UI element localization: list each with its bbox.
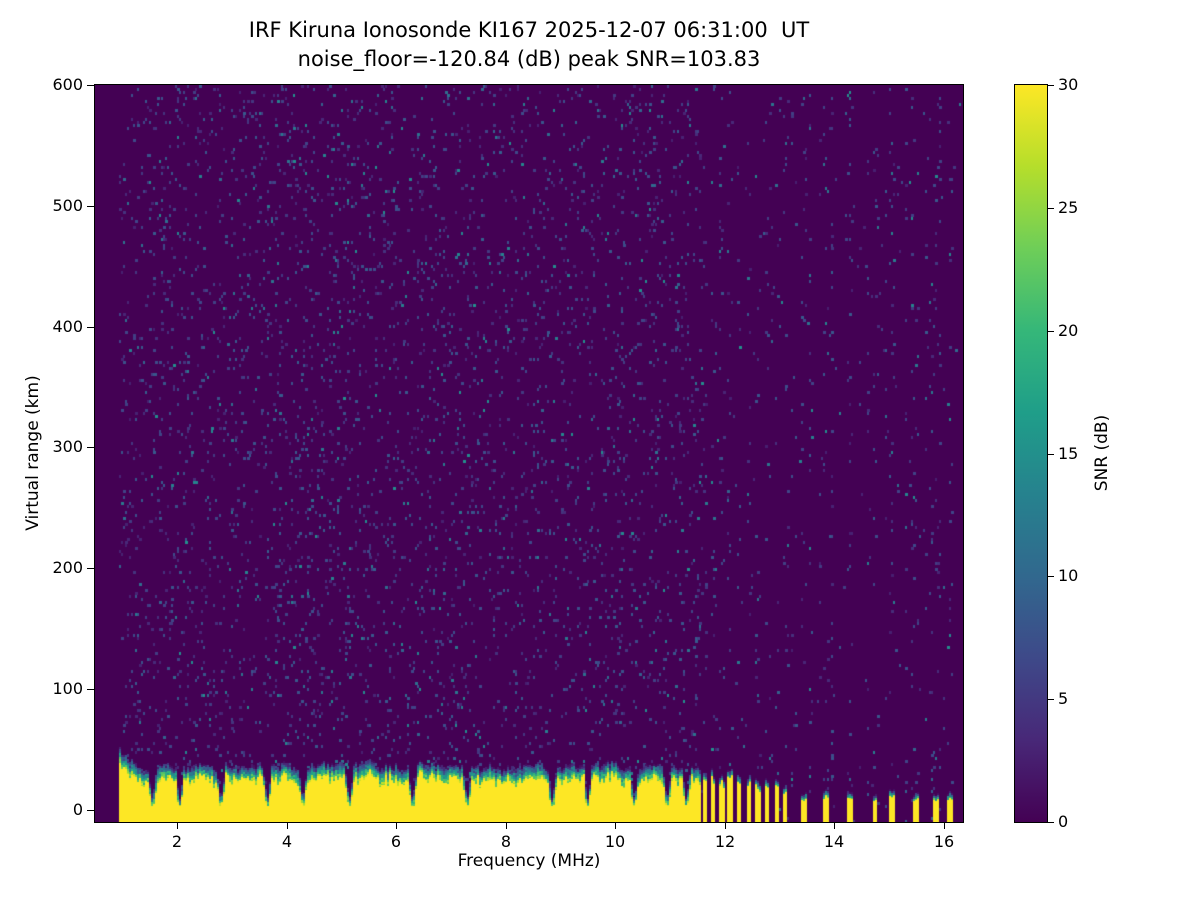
x-tick-label: 16 [933, 832, 955, 851]
y-tick-mark [87, 85, 94, 86]
colorbar-tick-label: 10 [1058, 566, 1079, 585]
ionogram-heatmap [95, 85, 963, 822]
y-tick-label: 200 [52, 558, 83, 577]
colorbar-tick-label: 15 [1058, 444, 1079, 463]
x-tick-mark [396, 822, 397, 829]
y-tick-mark [87, 206, 94, 207]
colorbar-tick-mark [1048, 331, 1054, 332]
x-tick-label: 12 [714, 832, 736, 851]
colorbar-tick-mark [1048, 576, 1054, 577]
y-tick-label: 400 [52, 317, 83, 336]
x-tick-mark [834, 822, 835, 829]
x-tick-label: 14 [823, 832, 845, 851]
x-tick-mark [944, 822, 945, 829]
colorbar-tick-mark [1048, 699, 1054, 700]
x-tick-mark [506, 822, 507, 829]
y-tick-label: 500 [52, 196, 83, 215]
y-tick-mark [87, 327, 94, 328]
x-tick-label: 2 [171, 832, 183, 851]
y-tick-mark [87, 568, 94, 569]
y-tick-label: 300 [52, 437, 83, 456]
colorbar [1014, 84, 1048, 823]
colorbar-tick-mark [1048, 454, 1054, 455]
colorbar-tick-mark [1048, 85, 1054, 86]
x-tick-label: 10 [604, 832, 626, 851]
colorbar-tick-mark [1048, 822, 1054, 823]
chart-title-line2: noise_floor=-120.84 (dB) peak SNR=103.83 [297, 47, 761, 71]
colorbar-label: SNR (dB) [1092, 414, 1112, 492]
x-tick-label: 4 [281, 832, 293, 851]
x-tick-mark [287, 822, 288, 829]
y-tick-mark [87, 810, 94, 811]
x-tick-mark [725, 822, 726, 829]
x-axis-label: Frequency (MHz) [457, 851, 601, 871]
colorbar-tick-label: 25 [1058, 198, 1079, 217]
y-tick-label: 0 [72, 800, 83, 819]
y-tick-mark [87, 689, 94, 690]
x-tick-label: 8 [500, 832, 512, 851]
x-tick-label: 6 [390, 832, 402, 851]
chart-title-line1: IRF Kiruna Ionosonde KI167 2025-12-07 06… [248, 18, 810, 42]
y-tick-mark [87, 447, 94, 448]
y-tick-label: 600 [52, 75, 83, 94]
colorbar-tick-label: 0 [1058, 812, 1069, 831]
plot-area [94, 84, 964, 823]
colorbar-tick-mark [1048, 208, 1054, 209]
x-tick-mark [177, 822, 178, 829]
y-tick-label: 100 [52, 679, 83, 698]
x-tick-mark [615, 822, 616, 829]
colorbar-tick-label: 20 [1058, 321, 1079, 340]
colorbar-tick-label: 30 [1058, 75, 1079, 94]
colorbar-tick-label: 5 [1058, 689, 1069, 708]
